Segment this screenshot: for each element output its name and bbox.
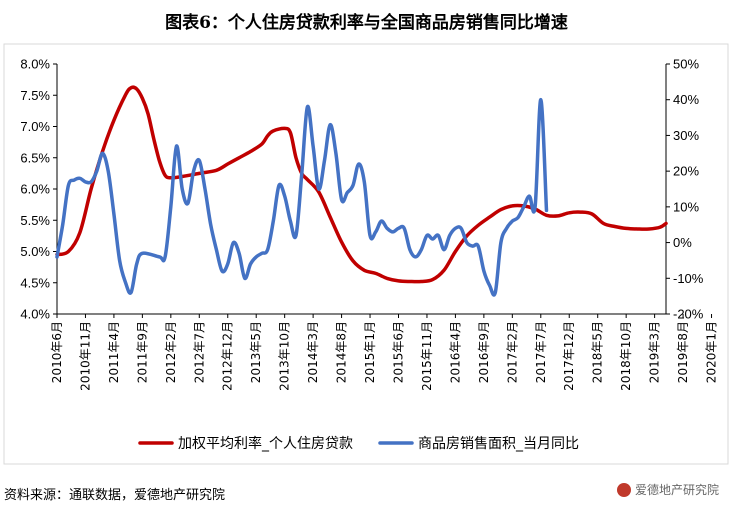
source-note: 资料来源：通联数据，爱德地产研究院 xyxy=(4,488,226,503)
x-tick-label: 2012年2月 xyxy=(164,321,178,383)
y-right-tick-label: 40% xyxy=(673,92,699,107)
y-right-tick-label: -20% xyxy=(673,307,704,322)
y-right-tick-label: 30% xyxy=(673,128,699,143)
x-tick-label: 2013年10月 xyxy=(278,321,292,391)
legend-label: 商品房销售面积_当月同比 xyxy=(418,436,579,452)
y-left-tick-label: 7.5% xyxy=(20,88,50,103)
x-tick-label: 2019年8月 xyxy=(676,321,690,383)
y-left-tick-label: 4.5% xyxy=(20,275,50,290)
x-tick-label: 2015年1月 xyxy=(363,321,377,383)
x-tick-label: 2014年8月 xyxy=(335,321,349,383)
series-line-mortgage-rate xyxy=(55,85,668,284)
y-left-tick-label: 6.0% xyxy=(20,182,50,197)
x-tick-label: 2018年10月 xyxy=(619,321,633,391)
y-right-tick-label: 50% xyxy=(673,57,699,72)
x-tick-label: 2012年7月 xyxy=(192,321,206,383)
y-right-tick-label: 0% xyxy=(673,235,692,250)
watermark: 爱德地产研究院 xyxy=(616,481,719,498)
x-tick-label: 2012年12月 xyxy=(221,321,235,391)
y-left-tick-label: 5.5% xyxy=(20,213,50,228)
x-tick-label: 2017年12月 xyxy=(562,321,576,391)
x-tick-label: 2011年4月 xyxy=(107,321,121,383)
x-tick-label: 2010年11月 xyxy=(78,321,92,391)
x-tick-label: 2016年9月 xyxy=(477,321,491,383)
y-left-tick-label: 8.0% xyxy=(20,57,50,72)
series-line-sales-yoy xyxy=(55,97,549,297)
x-tick-label: 2020年1月 xyxy=(705,321,719,383)
chart-title: 图表6：个人住房贷款利率与全国商品房销售同比增速 xyxy=(165,13,568,33)
legend-label: 加权平均利率_个人住房贷款 xyxy=(178,435,353,452)
y-left-tick-label: 5.0% xyxy=(20,244,50,259)
y-right-tick-label: 10% xyxy=(673,199,699,214)
y-left-tick-label: 7.0% xyxy=(20,119,50,134)
x-tick-label: 2017年7月 xyxy=(534,321,548,383)
x-tick-label: 2017年2月 xyxy=(505,321,519,383)
y-left-tick-label: 6.5% xyxy=(20,150,50,165)
axes: 8.0% 7.5% 7.0% 6.5% 6.0% 5.5% 5.0% 4.5% 4.0% 50% 4… xyxy=(20,57,733,391)
x-tick-label: 2015年6月 xyxy=(391,321,405,383)
x-tick-label: 2018年5月 xyxy=(591,321,605,383)
y-left-tick-label: 4.0% xyxy=(20,307,50,322)
chart-frame xyxy=(3,43,729,465)
x-tick-label: 2015年11月 xyxy=(420,321,434,391)
y-right-tick-label: 20% xyxy=(673,164,699,179)
x-tick-label: 2014年3月 xyxy=(306,321,320,383)
x-tick-label: 2013年5月 xyxy=(249,321,263,383)
x-tick-label: 2010年6月 xyxy=(50,321,64,383)
y-right-tick-label: -10% xyxy=(673,271,704,286)
legend: 加权平均利率_个人住房贷款 商品房销售面积_当月同比 xyxy=(138,435,579,452)
x-tick-label: 2011年9月 xyxy=(135,321,149,383)
watermark-logo-icon xyxy=(616,482,631,497)
watermark-text: 爱德地产研究院 xyxy=(634,483,719,497)
x-tick-label: 2016年4月 xyxy=(448,321,462,383)
x-tick-label: 2019年3月 xyxy=(648,321,662,383)
series-lines xyxy=(55,85,668,297)
